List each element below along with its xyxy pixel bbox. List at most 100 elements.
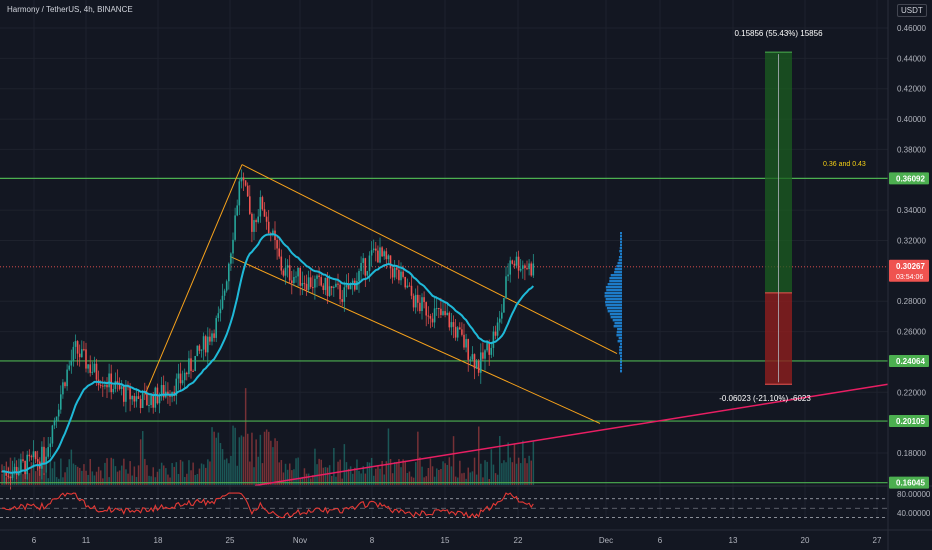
candle-body [307, 277, 310, 290]
candle-body [473, 354, 476, 369]
volume-bar [394, 461, 396, 485]
volume-bar [272, 447, 274, 485]
volume-profile-bar [616, 331, 622, 334]
candle-body [423, 297, 425, 303]
volume-bar [125, 469, 127, 485]
volume-bar [152, 467, 154, 485]
volume-bar [335, 476, 337, 485]
candle-body [194, 355, 196, 371]
candle-body [28, 454, 31, 457]
volume-profile-bar [614, 322, 622, 325]
candle-body [364, 258, 367, 276]
volume-bar [364, 473, 367, 485]
volume-bar [486, 461, 488, 485]
candle-body [507, 274, 509, 277]
volume-bar [9, 457, 12, 485]
candle-body [393, 267, 396, 278]
volume-bar [427, 468, 430, 485]
candle-body [228, 263, 230, 282]
volume-profile-bar [619, 349, 622, 352]
candle-body [253, 220, 255, 232]
volume-bar [200, 463, 203, 485]
candle-body [257, 216, 259, 223]
candle-body [314, 278, 316, 288]
currency-button[interactable]: USDT [897, 4, 927, 17]
volume-bar [265, 429, 268, 485]
volume-bar [375, 468, 377, 485]
volume-bar [444, 463, 446, 485]
volume-bar [352, 473, 354, 485]
candle-body [160, 385, 163, 397]
volume-bar [85, 470, 87, 485]
volume-bar [312, 475, 314, 485]
candle-body [230, 253, 232, 264]
candle-body [333, 286, 335, 288]
candle-body [486, 342, 488, 351]
candle-body [387, 255, 390, 260]
candle-body [326, 277, 329, 296]
candle-body [30, 456, 33, 458]
candle-body [162, 385, 165, 398]
volume-bar [425, 476, 427, 485]
volume-bar [127, 473, 129, 485]
volume-bar [461, 473, 463, 485]
candle-body [297, 267, 299, 277]
volume-profile-bar [619, 352, 622, 355]
volume-bar [247, 433, 249, 485]
price-tick-label: 0.26000 [897, 328, 926, 337]
candle-body [303, 283, 306, 285]
volume-bar [377, 466, 379, 485]
level-price-label: 0.36092 [896, 174, 925, 183]
volume-bar [440, 468, 442, 485]
volume-bar [230, 455, 232, 485]
volume-bar [116, 471, 119, 485]
volume-bar [263, 431, 266, 485]
volume-bar [310, 478, 312, 485]
candle-body [104, 384, 106, 387]
volume-bar [28, 473, 31, 485]
volume-bar [144, 458, 146, 485]
candle-body [330, 286, 333, 288]
candle-body [505, 276, 507, 299]
volume-bar [417, 431, 419, 485]
volume-bar [307, 473, 310, 485]
volume-bar [473, 457, 476, 485]
candle-body [186, 372, 188, 375]
candle-body [11, 472, 14, 479]
ema-line [2, 233, 535, 474]
candle-body [482, 352, 484, 359]
candle-body [526, 268, 528, 270]
volume-profile-bar [616, 265, 622, 268]
candle-body [467, 339, 469, 360]
volume-bar [488, 478, 490, 485]
volume-bar [452, 436, 455, 485]
volume-bar [190, 470, 192, 485]
volume-bar [471, 471, 474, 485]
candle-body [337, 283, 339, 285]
current-price-label: 0.30267 [896, 262, 925, 271]
volume-bar [87, 474, 89, 485]
candle-body [299, 267, 301, 286]
volume-bar [108, 477, 110, 485]
candle-body [286, 265, 289, 268]
candle-body [74, 341, 77, 347]
volume-bar [39, 469, 41, 485]
candle-body [370, 250, 373, 256]
volume-bar [463, 472, 465, 485]
volume-bar [240, 435, 243, 485]
volume-bar [179, 459, 182, 485]
volume-bar [106, 458, 108, 485]
volume-profile-bar [620, 238, 622, 241]
volume-bar [457, 477, 459, 485]
candle-body [406, 285, 409, 288]
volume-bar [522, 440, 524, 485]
volume-bar [362, 466, 364, 485]
volume-bar [501, 463, 503, 485]
candle-body [238, 181, 241, 206]
price-tick-label: 0.42000 [897, 85, 926, 94]
candle-body [22, 459, 24, 461]
price-tick-label: 0.46000 [897, 24, 926, 33]
volume-bar [196, 474, 199, 485]
volume-bar [402, 459, 404, 485]
